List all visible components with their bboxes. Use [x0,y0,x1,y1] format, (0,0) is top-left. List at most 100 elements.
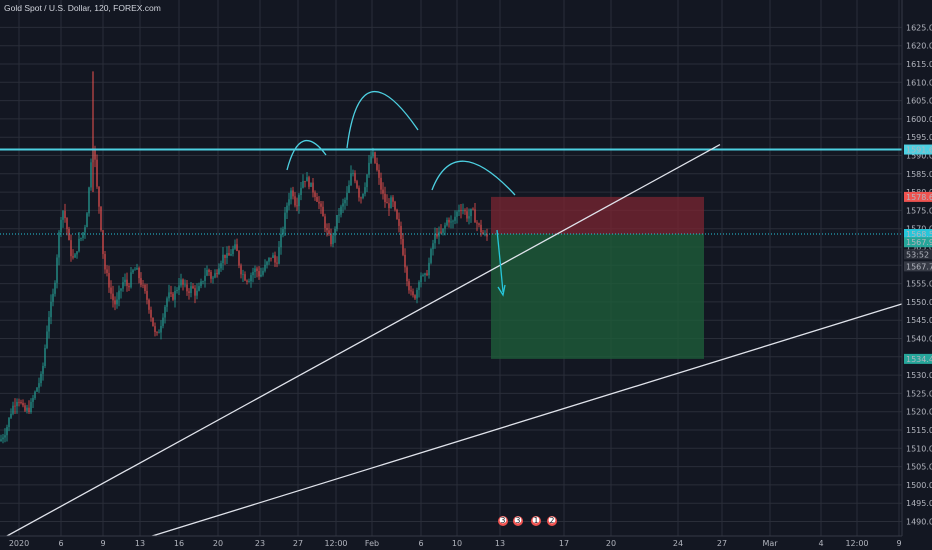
candle-body [402,238,404,255]
candle-body [350,173,352,186]
right-shoulder-arc[interactable] [431,160,516,196]
price-tick-label: 1540.00 [906,335,932,344]
stop-loss-zone[interactable] [491,196,704,235]
candle-body [208,269,210,273]
time-tick-label: 23 [255,539,265,548]
position-zones[interactable] [491,196,704,359]
candle-body [396,209,398,219]
time-tick-label: 13 [135,539,145,548]
trendline-2[interactable] [139,293,932,541]
candle-body [352,173,354,174]
candle-body [100,206,102,231]
candle-body [348,185,350,193]
time-tick-label: 6 [418,539,423,548]
candle-body [38,383,40,388]
candle-body [122,282,124,289]
candle-body [172,293,174,300]
candle-body [344,199,346,204]
price-tick-label: 1555.00 [906,280,932,289]
price-tick-label: 1550.00 [906,298,932,307]
price-tick-label: 1495.00 [906,499,932,508]
candle-body [12,405,14,414]
candle-body [388,203,390,209]
candle-body [280,234,282,248]
candle-body [112,293,114,301]
candle-body [408,281,410,291]
candle-body [338,214,340,216]
time-axis[interactable]: 2020 6 9 13 16 20 23 27 12:00 Feb 6 10 13 17 20 24 27 Mar… [9,539,902,548]
head-arc[interactable] [346,90,419,149]
candle-body [286,205,288,213]
candle-body [150,309,152,318]
candle-body [188,291,190,294]
drawings[interactable] [0,90,932,541]
candle-body [132,270,134,273]
candle-body [116,299,118,305]
candle-body [206,269,208,276]
candle-body [40,373,42,384]
candle-body [66,218,68,229]
time-tick-label: 4 [818,539,823,548]
price-tick-label: 1625.00 [906,23,932,32]
candle-body [268,257,270,262]
time-tick-label: 24 [673,539,683,548]
event-badge[interactable]: 1 [531,516,541,526]
candle-body [470,208,472,217]
candle-body [130,272,132,288]
candle-body [174,290,176,300]
candle-body [298,195,300,207]
time-tick-label: 2020 [9,539,29,548]
candle-body [448,219,450,223]
candle-body [50,301,52,318]
trendline-1[interactable] [0,143,721,541]
candle-body [88,187,90,214]
time-tick-label: Feb [365,539,379,548]
candle-body [64,210,66,219]
candle-body [478,223,480,225]
candle-body [356,181,358,188]
event-badge[interactable]: 3 [498,516,508,526]
candle-body [160,325,162,333]
candle-body [382,189,384,194]
candle-body [346,192,348,200]
candle-body [272,255,274,258]
candle-body [430,249,432,263]
candle-body [324,216,326,229]
candle-body [432,243,434,250]
candle-body [32,398,34,402]
candle-body [450,221,452,223]
candle-body [54,282,56,294]
event-badge[interactable]: 3 [513,516,523,526]
left-shoulder-arc[interactable] [286,140,327,171]
take-profit-zone[interactable] [491,234,704,359]
projection-arrow[interactable] [496,229,504,293]
candle-body [110,287,112,294]
price-tick-label: 1510.00 [906,444,932,453]
candle-body [400,225,402,239]
candle-body [138,268,140,279]
candle-body [420,275,422,283]
candle-body [310,182,312,187]
time-tick-label: Mar [762,539,778,548]
candle-body [358,187,360,198]
candle-body [416,289,418,299]
candle-body [182,279,184,285]
candle-body [304,181,306,182]
candle-body [386,202,388,204]
candle-body [136,268,138,270]
event-badges[interactable]: 3 3 1 2 [498,516,557,526]
candle-body [78,238,80,252]
candle-body [296,205,298,207]
price-tick-label: 1515.00 [906,426,932,435]
price-tick-label: 1585.00 [906,170,932,179]
candle-body [212,277,214,279]
candle-body [320,203,322,207]
candle-body [0,439,2,441]
price-tick-label: 1490.00 [906,518,932,527]
event-badge[interactable]: 2 [547,516,557,526]
candle-body [204,275,206,282]
candle-body [392,197,394,202]
candle-body [282,229,284,235]
candle-body [442,228,444,233]
